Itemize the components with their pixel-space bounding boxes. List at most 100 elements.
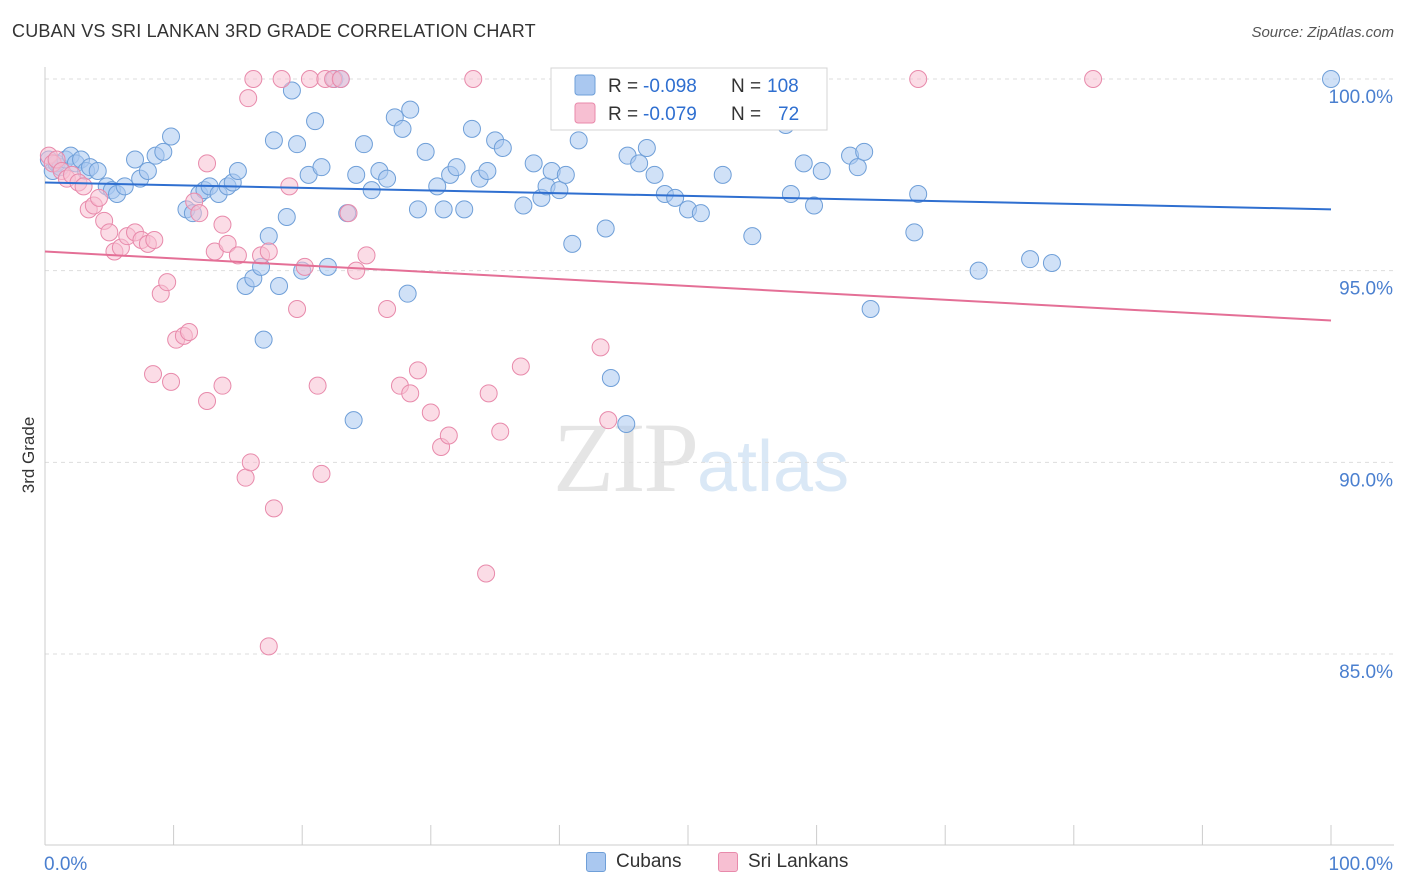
data-point-cuban [115, 177, 134, 196]
data-point-srilankan [288, 300, 307, 318]
stats-n-label-cubans: N = [731, 76, 761, 97]
data-point-cuban [781, 185, 800, 203]
x-tick-label: 0.0% [44, 854, 87, 875]
data-point-srilankan [259, 637, 278, 656]
source-label: Source: ZipAtlas.com [1251, 24, 1394, 41]
data-point-srilankan [421, 403, 440, 422]
data-point-cuban [514, 196, 533, 215]
data-point-cuban [848, 158, 867, 177]
data-point-srilankan [228, 246, 247, 265]
data-point-cuban [601, 369, 620, 387]
data-point-cuban [493, 139, 512, 157]
data-point-srilankan [198, 154, 217, 173]
series-legend: Cubans Sri Lankans [0, 851, 1406, 877]
data-point-srilankan [479, 384, 498, 403]
data-point-cuban [596, 219, 615, 238]
data-point-srilankan [74, 177, 93, 196]
data-point-srilankan [439, 426, 458, 445]
data-point-cuban [154, 142, 173, 161]
grid-layer [45, 78, 1394, 655]
stats-n-label-srilankans: N = [731, 104, 761, 125]
stats-legend-box [550, 67, 828, 131]
data-point-srilankan [308, 376, 327, 395]
data-point-srilankan [347, 261, 366, 280]
y-tick-label: 90.0% [1339, 470, 1393, 491]
data-point-srilankan [378, 300, 397, 318]
data-point-cuban [434, 200, 453, 219]
data-point-cuban [288, 135, 307, 154]
y-tick-label: 100.0% [1329, 87, 1394, 108]
data-point-srilankan [339, 204, 358, 223]
trend-line-srilankan [44, 250, 1332, 322]
stats-r-label-srilankans: R = [608, 104, 638, 125]
data-point-cuban [408, 200, 427, 219]
data-point-srilankan [213, 215, 232, 234]
data-point-cuban [563, 234, 582, 253]
data-point-cuban [743, 227, 762, 246]
data-point-cuban [794, 154, 813, 173]
data-point-srilankan [599, 411, 618, 430]
data-point-srilankan [312, 464, 331, 483]
data-point-cuban [264, 131, 283, 150]
data-point-srilankan [331, 70, 350, 88]
data-point-cuban [455, 200, 474, 219]
data-point-srilankan [190, 204, 209, 223]
trend-layer [44, 181, 1332, 322]
stats-legend-swatch-srilankans [574, 102, 596, 124]
data-point-cuban [347, 165, 366, 184]
legend-swatch-cubans [586, 852, 606, 872]
data-point-cuban [1021, 250, 1040, 269]
data-point-srilankan [259, 242, 278, 261]
data-point-srilankan [1084, 70, 1103, 88]
data-point-srilankan [401, 384, 420, 403]
data-point-srilankan [491, 422, 510, 441]
data-point-cuban [277, 208, 296, 226]
data-point-srilankan [180, 323, 199, 341]
stats-r-label-cubans: R = [608, 76, 638, 97]
legend-item-srilankans[interactable]: Sri Lankans [718, 851, 848, 873]
data-point-srilankan [244, 70, 263, 88]
data-point-srilankan [909, 70, 928, 88]
data-point-cuban [713, 165, 732, 184]
data-point-srilankan [295, 257, 314, 276]
trend-line-cuban [44, 181, 1332, 211]
data-point-srilankan [236, 468, 255, 487]
data-point-srilankan [357, 246, 376, 265]
data-point-cuban [524, 154, 543, 173]
data-point-srilankan [280, 177, 299, 196]
data-point-cuban [645, 165, 664, 184]
data-point-cuban [126, 150, 145, 169]
data-point-srilankan [591, 338, 610, 357]
x-tick-label: 100.0% [1329, 854, 1394, 875]
data-point-srilankan [241, 453, 260, 472]
data-point-cuban [228, 162, 247, 180]
data-point-cuban [138, 162, 157, 180]
data-point-cuban [162, 127, 181, 146]
chart-title: CUBAN VS SRI LANKAN 3RD GRADE CORRELATIO… [12, 21, 536, 41]
data-point-cuban [401, 100, 420, 119]
data-point-cuban [630, 154, 649, 173]
data-point-cuban [88, 162, 107, 180]
data-point-srilankan [162, 372, 181, 391]
watermark-atlas: atlas [697, 427, 850, 507]
data-point-cuban [378, 169, 397, 188]
y-tick-label: 95.0% [1339, 279, 1393, 300]
data-point-cuban [1322, 70, 1340, 88]
data-point-srilankan [272, 70, 291, 88]
legend-item-cubans[interactable]: Cubans [586, 851, 682, 873]
stats-legend: R = -0.098 N = 108 R = -0.079 N = 72 [550, 67, 828, 131]
data-point-cuban [1042, 254, 1061, 272]
label-layer: 85.0% 90.0% 95.0% 100.0% 0.0% 100.0% 3rd Grade [19, 87, 1393, 875]
axis-layer [44, 67, 1394, 846]
data-point-srilankan [198, 392, 217, 410]
data-point-srilankan [90, 188, 109, 207]
data-point-cuban [569, 131, 588, 150]
data-point-cuban [270, 277, 289, 295]
data-point-srilankan [158, 273, 177, 292]
data-point-srilankan [264, 499, 283, 518]
data-point-cuban [666, 188, 685, 207]
data-point-cuban [312, 158, 331, 177]
data-point-cuban [344, 411, 363, 430]
data-point-srilankan [218, 234, 237, 253]
